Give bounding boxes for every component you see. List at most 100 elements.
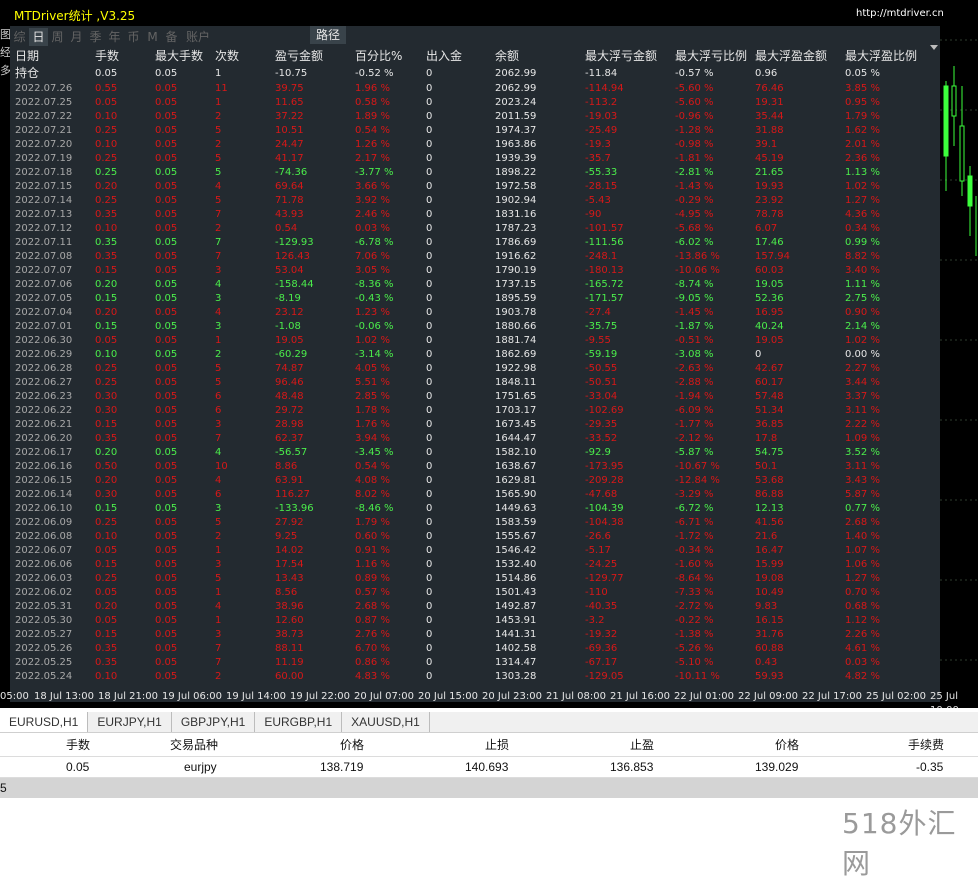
- table-row[interactable]: 2022.06.28 0.25 0.05 5 74.87 4.05 % 0 1922.98 -5…: [10, 362, 940, 376]
- table-row[interactable]: 2022.05.30 0.05 0.05 1 12.60 0.87 % 0 1453.91 -3…: [10, 614, 940, 628]
- col-header[interactable]: 价格: [340, 738, 365, 752]
- cell-inout: 0: [426, 83, 433, 94]
- cell-max-lots: 0.05: [155, 643, 178, 654]
- table-row[interactable]: 2022.06.17 0.20 0.05 4 -56.57 -3.45 % 0 1582.10…: [10, 446, 940, 460]
- col-header[interactable]: 手续费: [908, 738, 945, 752]
- cell-max-gain: 16.95: [755, 307, 784, 318]
- table-row[interactable]: 2022.07.21 0.25 0.05 5 10.51 0.54 % 0 1974.37 -2…: [10, 124, 940, 138]
- chart-tab[interactable]: GBPJPY,H1: [172, 712, 256, 732]
- cell-date: 2022.07.04: [15, 307, 73, 318]
- table-row[interactable]: 2022.07.01 0.15 0.05 3 -1.08 -0.06 % 0 1880.66 -…: [10, 320, 940, 334]
- cell-max-loss: -165.72: [585, 279, 624, 290]
- table-row[interactable]: 2022.07.14 0.25 0.05 5 71.78 3.92 % 0 1902.94 -5…: [10, 194, 940, 208]
- table-row[interactable]: 2022.07.26 0.55 0.05 11 39.75 1.96 % 0 2062.99 -…: [10, 82, 940, 96]
- cell-max-gain-pct: 2.01 %: [845, 139, 880, 150]
- cell-pct: 5.51 %: [355, 377, 390, 388]
- table-row[interactable]: 2022.07.15 0.20 0.05 4 69.64 3.66 % 0 1972.58 -2…: [10, 180, 940, 194]
- table-row[interactable]: 2022.07.12 0.10 0.05 2 0.54 0.03 % 0 1787.23 -10…: [10, 222, 940, 236]
- table-row[interactable]: 2022.07.13 0.35 0.05 7 43.93 2.46 % 0 1831.16 -9…: [10, 208, 940, 222]
- nav-item[interactable]: 备: [165, 30, 178, 44]
- table-row[interactable]: 2022.07.11 0.35 0.05 7 -129.93 -6.78 % 0 1786.6…: [10, 236, 940, 250]
- cell-pnl: 69.64: [275, 181, 304, 192]
- cell-max-gain-pct: 4.82 %: [845, 671, 880, 682]
- table-row[interactable]: 2022.06.23 0.30 0.05 6 48.48 2.85 % 0 1751.65 -3…: [10, 390, 940, 404]
- cell-pct: 0.54 %: [355, 461, 390, 472]
- col-header[interactable]: 交易品种: [170, 738, 219, 752]
- path-button[interactable]: 路径: [310, 26, 347, 44]
- col-header[interactable]: 止损: [485, 738, 510, 752]
- table-row[interactable]: 2022.06.27 0.25 0.05 5 96.46 5.51 % 0 1848.11 -5…: [10, 376, 940, 390]
- nav-item[interactable]: 年: [108, 30, 121, 44]
- table-row[interactable]: 2022.06.21 0.15 0.05 3 28.98 1.76 % 0 1673.45 -2…: [10, 418, 940, 432]
- cell-max-lots: 0.05: [155, 587, 178, 598]
- holding-row[interactable]: 持仓 0.05 0.05 1 -10.75 -0.52 % 0 2062.99 …: [10, 65, 940, 82]
- table-row[interactable]: 2022.05.27 0.15 0.05 3 38.73 2.76 % 0 1441.31 -1…: [10, 628, 940, 642]
- table-row[interactable]: 2022.06.09 0.25 0.05 5 27.92 1.79 % 0 1583.59 -1…: [10, 516, 940, 530]
- cell-max-loss-pct: -3.08 %: [675, 349, 714, 360]
- table-row[interactable]: 2022.07.19 0.25 0.05 5 41.17 2.17 % 0 1939.39 -3…: [10, 152, 940, 166]
- table-row[interactable]: 2022.06.06 0.15 0.05 3 17.54 1.16 % 0 1532.40 -2…: [10, 558, 940, 572]
- cell: 139.029: [755, 760, 799, 774]
- nav-item[interactable]: 季: [89, 30, 102, 44]
- cell-lots: 0.35: [95, 657, 118, 668]
- chart-window[interactable]: MTDriver统计 ,V3.25 http://mtdriver.cn 图 经…: [0, 0, 978, 708]
- nav-item[interactable]: 周: [51, 30, 64, 44]
- candles-svg: [943, 66, 977, 256]
- scroll-down-icon[interactable]: [930, 45, 938, 50]
- table-row[interactable]: 2022.05.25 0.35 0.05 7 11.19 0.86 % 0 1314.47 -6…: [10, 656, 940, 670]
- cell-pnl: 19.05: [275, 335, 304, 346]
- app-url[interactable]: http://mtdriver.cn: [856, 8, 944, 19]
- cell-max-loss: -113.2: [585, 97, 618, 108]
- table-row[interactable]: 0.05 eurjpy 138.719 140.693 136.853 139.…: [0, 757, 978, 778]
- table-row[interactable]: 2022.07.05 0.15 0.05 3 -8.19 -0.43 % 0 1895.59 -…: [10, 292, 940, 306]
- cell-max-gain: 41.56: [755, 517, 784, 528]
- table-row[interactable]: 2022.06.03 0.25 0.05 5 13.43 0.89 % 0 1514.86 -1…: [10, 572, 940, 586]
- col-header[interactable]: 止盈: [630, 738, 655, 752]
- table-row[interactable]: 2022.06.20 0.35 0.05 7 62.37 3.94 % 0 1644.47 -3…: [10, 432, 940, 446]
- table-row[interactable]: 2022.06.22 0.30 0.05 6 29.72 1.78 % 0 1703.17 -1…: [10, 404, 940, 418]
- nav-item[interactable]: 综: [13, 30, 26, 44]
- chart-tab-active[interactable]: EURUSD,H1: [0, 712, 89, 732]
- table-row[interactable]: 2022.05.24 0.10 0.05 2 60.00 4.83 % 0 1303.28 -1…: [10, 670, 940, 684]
- cell-balance: 1673.45: [495, 419, 537, 430]
- table-row[interactable]: 2022.07.06 0.20 0.05 4 -158.44 -8.36 % 0 1737.1…: [10, 278, 940, 292]
- table-row[interactable]: 2022.06.08 0.10 0.05 2 9.25 0.60 % 0 1555.67 -26…: [10, 530, 940, 544]
- table-row[interactable]: 2022.07.20 0.10 0.05 2 24.47 1.26 % 0 1963.86 -1…: [10, 138, 940, 152]
- chart-tab[interactable]: EURGBP,H1: [255, 712, 343, 732]
- cell-balance: 1546.42: [495, 545, 537, 556]
- cell-count: 2: [215, 671, 222, 682]
- table-row[interactable]: 2022.05.26 0.35 0.05 7 88.11 6.70 % 0 1402.58 -6…: [10, 642, 940, 656]
- time-label: 20 Jul 23:00: [482, 691, 542, 702]
- nav-item[interactable]: M: [147, 30, 158, 44]
- table-row[interactable]: 2022.07.25 0.05 0.05 1 11.65 0.58 % 0 2023.24 -1…: [10, 96, 940, 110]
- table-row[interactable]: 2022.07.08 0.35 0.05 7 126.43 7.06 % 0 1916.62 -…: [10, 250, 940, 264]
- table-row[interactable]: 2022.06.30 0.05 0.05 1 19.05 1.02 % 0 1881.74 -9…: [10, 334, 940, 348]
- table-row[interactable]: 2022.07.07 0.15 0.05 3 53.04 3.05 % 0 1790.19 -1…: [10, 264, 940, 278]
- holding-max-gain-pct: 0.05 %: [845, 68, 880, 79]
- table-row[interactable]: 2022.06.16 0.50 0.05 10 8.86 0.54 % 0 1638.67 -1…: [10, 460, 940, 474]
- chart-tab[interactable]: EURJPY,H1: [88, 712, 172, 732]
- col-header[interactable]: 价格: [775, 738, 800, 752]
- nav-item[interactable]: 月: [70, 30, 83, 44]
- table-row[interactable]: 2022.05.31 0.20 0.05 4 38.96 2.68 % 0 1492.87 -4…: [10, 600, 940, 614]
- nav-item[interactable]: 币: [127, 30, 140, 44]
- cell-max-loss: -9.55: [585, 335, 611, 346]
- table-row[interactable]: 2022.06.15 0.20 0.05 4 63.91 4.08 % 0 1629.81 -2…: [10, 474, 940, 488]
- table-row[interactable]: 2022.07.18 0.25 0.05 5 -74.36 -3.77 % 0 1898.22…: [10, 166, 940, 180]
- cell-max-loss: -40.35: [585, 601, 618, 612]
- table-row[interactable]: 2022.06.10 0.15 0.05 3 -133.96 -8.46 % 0 1449.6…: [10, 502, 940, 516]
- cell-count: 1: [215, 615, 222, 626]
- chart-tabs: EURUSD,H1 EURJPY,H1 GBPJPY,H1 EURGBP,H1 XAUU…: [0, 712, 978, 733]
- cell-max-lots: 0.05: [155, 139, 178, 150]
- nav-item-active[interactable]: 日: [29, 28, 48, 46]
- table-row[interactable]: 2022.06.02 0.05 0.05 1 8.56 0.57 % 0 1501.43 -11…: [10, 586, 940, 600]
- chart-tab[interactable]: XAUUSD,H1: [342, 712, 430, 732]
- table-row[interactable]: 2022.07.22 0.10 0.05 2 37.22 1.89 % 0 2011.59 -1…: [10, 110, 940, 124]
- table-row[interactable]: 2022.06.14 0.30 0.05 6 116.27 8.02 % 0 1565.90 -…: [10, 488, 940, 502]
- table-row[interactable]: 2022.06.07 0.05 0.05 1 14.02 0.91 % 0 1546.42 -5…: [10, 544, 940, 558]
- nav-item[interactable]: 账户: [185, 30, 210, 44]
- table-row[interactable]: 2022.06.29 0.10 0.05 2 -60.29 -3.14 % 0 1862.69…: [10, 348, 940, 362]
- table-row[interactable]: 2022.07.04 0.20 0.05 4 23.12 1.23 % 0 1903.78 -2…: [10, 306, 940, 320]
- col-header[interactable]: 手数: [66, 738, 91, 752]
- cell-date: 2022.07.14: [15, 195, 73, 206]
